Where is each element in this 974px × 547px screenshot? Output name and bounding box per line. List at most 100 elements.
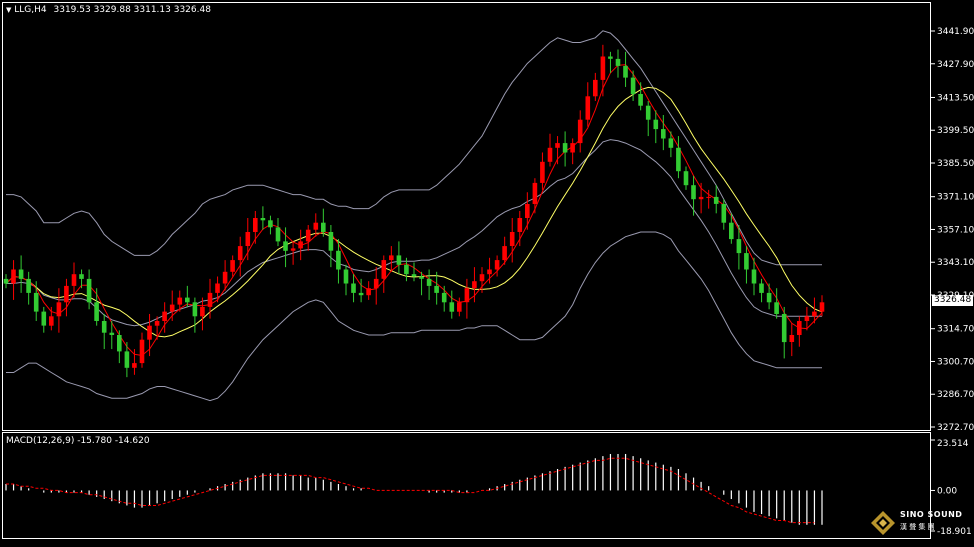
candle-body	[426, 278, 432, 286]
candle-body	[570, 143, 575, 153]
candle-body	[457, 302, 462, 312]
candlestick	[200, 297, 205, 331]
candle-body	[109, 332, 115, 335]
candle-body	[630, 77, 636, 94]
candlestick	[192, 297, 198, 333]
candlestick	[608, 51, 613, 73]
candlestick	[230, 255, 235, 277]
candle-body	[328, 232, 334, 251]
candlestick	[154, 316, 160, 340]
candlestick	[645, 100, 651, 137]
candlestick	[207, 278, 213, 319]
candlestick	[540, 152, 545, 190]
candlestick	[132, 349, 137, 375]
candle-body	[419, 276, 424, 279]
candle-body	[721, 204, 727, 223]
candlestick	[373, 267, 379, 305]
candle-body	[600, 56, 606, 80]
price-tick-label: 3343.10	[937, 258, 974, 268]
candlestick	[124, 342, 130, 378]
candle-body	[41, 311, 47, 326]
candlestick	[411, 262, 417, 282]
candle-body	[132, 363, 137, 368]
candle-body	[434, 285, 439, 293]
candlestick	[547, 133, 553, 167]
candle-body	[683, 171, 689, 186]
candle-body	[230, 260, 235, 272]
candle-body	[585, 96, 591, 120]
candle-body	[117, 335, 122, 352]
candle-body	[351, 283, 356, 293]
candle-body	[79, 274, 84, 279]
candlestick	[298, 229, 303, 261]
candlestick	[683, 166, 689, 190]
candle-body	[812, 311, 817, 317]
candle-body	[268, 220, 273, 228]
macd-axis[interactable]: 23.514 0.00 -18.901	[931, 439, 972, 537]
candle-body	[185, 297, 190, 303]
candlestick	[729, 213, 734, 244]
candlestick	[260, 206, 266, 230]
candle-body	[562, 143, 568, 153]
candlestick	[343, 264, 349, 296]
candlestick	[509, 218, 515, 263]
candle-body	[169, 304, 175, 312]
candlestick	[789, 323, 795, 357]
candlestick	[600, 44, 606, 97]
candle-body	[26, 278, 31, 293]
candlestick	[525, 192, 530, 230]
candlestick	[79, 269, 84, 289]
candlestick	[336, 239, 341, 284]
candle-body	[532, 182, 538, 204]
candlestick	[630, 70, 636, 101]
candle-body	[71, 274, 77, 286]
candle-body	[56, 302, 62, 317]
candlestick	[570, 138, 575, 165]
candlestick	[404, 257, 409, 282]
bollinger-bands	[6, 30, 822, 402]
candlesticks	[3, 44, 825, 378]
candle-body	[441, 292, 447, 303]
candle-body	[321, 222, 326, 233]
candlestick	[245, 218, 251, 261]
candle-body	[623, 65, 628, 78]
macd-tick-label: 0.00	[937, 486, 957, 496]
candle-body	[298, 241, 303, 249]
candlestick	[797, 316, 802, 347]
price-tick-label: 3441.90	[937, 27, 974, 37]
candlestick	[147, 313, 152, 357]
candlestick	[185, 285, 190, 307]
candle-body	[691, 185, 696, 200]
candlestick	[117, 330, 122, 364]
logo-name: SINO SOUND	[900, 510, 963, 519]
candle-body	[260, 218, 266, 221]
candlestick	[321, 208, 326, 237]
candle-body	[396, 255, 402, 265]
candlestick	[33, 281, 39, 321]
candle-body	[661, 129, 666, 139]
candlestick	[290, 241, 296, 265]
candlestick	[706, 189, 711, 209]
candlestick	[366, 281, 371, 300]
candlestick	[615, 49, 621, 78]
candle-body	[479, 274, 485, 282]
diamond-logo-icon	[871, 511, 895, 535]
sino-sound-logo: SINO SOUND 漢 聲 集 團	[868, 507, 968, 539]
candlestick	[562, 131, 568, 167]
symbol-label: LLG,H4	[14, 5, 47, 15]
candle-body	[645, 105, 651, 120]
candlestick	[593, 72, 598, 101]
menu-triangle-icon[interactable]: ▼	[6, 6, 12, 14]
candle-body	[245, 232, 251, 246]
current-price-tag: 3326.48	[932, 295, 974, 306]
candle-body	[487, 269, 492, 275]
candle-body	[373, 278, 379, 289]
candlestick	[305, 225, 311, 251]
candlestick	[517, 210, 523, 247]
candle-body	[336, 250, 341, 270]
candlestick	[56, 288, 62, 333]
candle-body	[222, 271, 228, 284]
